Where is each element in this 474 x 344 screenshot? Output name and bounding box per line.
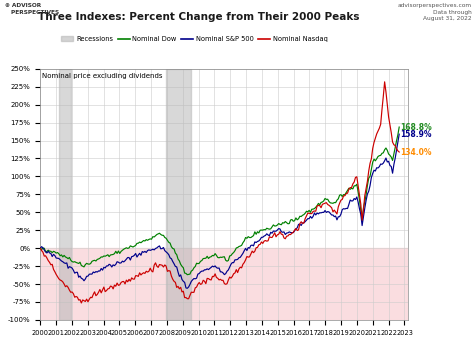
Bar [59, 69, 71, 320]
Nominal Nasdaq [289, 231, 295, 235]
Line: Nominal S&P 500: Nominal S&P 500 [40, 134, 399, 288]
Text: 134.0%: 134.0% [401, 148, 432, 157]
Nominal S&P 500 [396, 132, 402, 136]
Line: Nominal Nasdaq: Nominal Nasdaq [40, 82, 399, 303]
Nominal S&P 500 [81, 279, 87, 283]
Nominal Dow [37, 246, 43, 250]
Nominal Nasdaq [79, 301, 84, 305]
Text: 158.9%: 158.9% [401, 130, 432, 139]
Nominal Dow [81, 265, 87, 269]
Nominal Dow [289, 217, 295, 222]
Nominal Nasdaq [82, 299, 88, 303]
Text: Three Indexes: Percent Change from Their 2000 Peaks: Three Indexes: Percent Change from Their… [38, 12, 360, 22]
Nominal Dow [283, 219, 288, 224]
Text: ⊕ ADVISOR
   PERSPECTIVES: ⊕ ADVISOR PERSPECTIVES [5, 3, 59, 15]
Nominal Dow [271, 223, 276, 227]
Nominal Nasdaq [37, 246, 43, 250]
Text: advisorperspectives.com
Data through
August 31, 2022: advisorperspectives.com Data through Aug… [398, 3, 472, 21]
Nominal S&P 500 [289, 231, 295, 235]
Text: 168.8%: 168.8% [401, 122, 432, 131]
Nominal Nasdaq [363, 186, 369, 191]
Bar [166, 69, 191, 320]
Legend: Recessions, Nominal Dow, Nominal S&P 500, Nominal Nasdaq: Recessions, Nominal Dow, Nominal S&P 500… [59, 33, 330, 44]
Nominal S&P 500 [363, 198, 369, 203]
Nominal Nasdaq [378, 122, 383, 127]
Text: Nominal price excluding dividends: Nominal price excluding dividends [42, 73, 163, 78]
Nominal Dow [363, 193, 369, 197]
Nominal Nasdaq [382, 80, 387, 84]
Line: Nominal Dow: Nominal Dow [40, 127, 399, 275]
Nominal Dow [396, 125, 402, 129]
Nominal S&P 500 [271, 229, 276, 233]
Nominal S&P 500 [378, 162, 383, 166]
Nominal Nasdaq [283, 237, 288, 241]
Nominal Dow [184, 273, 190, 277]
Nominal S&P 500 [184, 286, 190, 290]
Nominal Nasdaq [396, 150, 402, 154]
Nominal Dow [378, 153, 383, 158]
Nominal S&P 500 [283, 233, 288, 237]
Bar [40, 248, 408, 320]
Nominal Nasdaq [271, 233, 276, 237]
Nominal S&P 500 [37, 246, 43, 250]
